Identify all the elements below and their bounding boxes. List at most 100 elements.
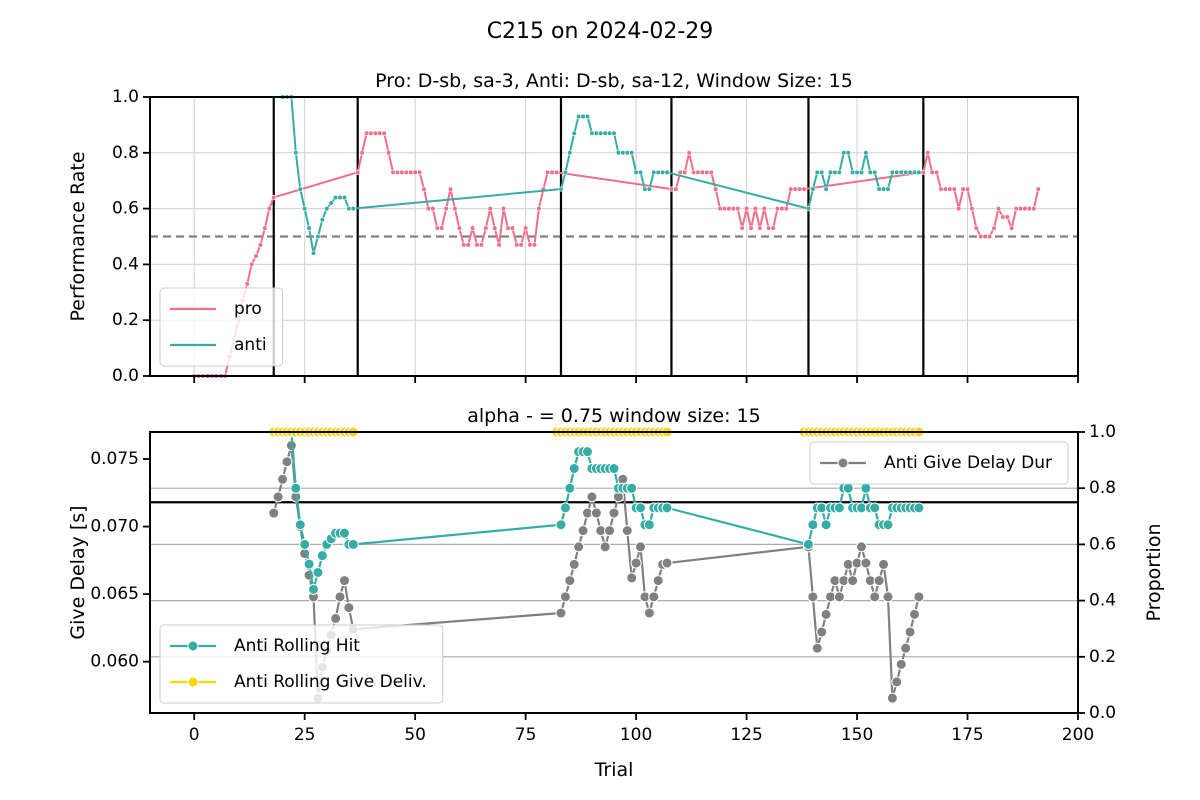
data-point: [686, 150, 692, 156]
data-point: [792, 186, 798, 192]
data-point: [483, 225, 489, 231]
axes-frame: [149, 431, 1079, 714]
data-point: [421, 186, 427, 192]
data-point: [333, 194, 339, 201]
data-point: [621, 525, 633, 537]
data-point: [593, 130, 599, 136]
y-axis-label: Performance Rate: [67, 151, 89, 321]
data-point: [381, 130, 387, 136]
data-point: [721, 206, 728, 212]
data-point: [991, 225, 997, 231]
data-point: [545, 169, 551, 175]
data-point: [586, 491, 598, 503]
data-point: [620, 150, 626, 156]
data-point: [584, 113, 591, 120]
data-point: [359, 150, 365, 156]
data-point: [973, 225, 979, 231]
data-point: [833, 591, 845, 603]
data-point: [1035, 186, 1041, 192]
data-point: [682, 169, 688, 175]
data-point: [430, 206, 436, 212]
data-point: [908, 608, 920, 620]
data-point: [895, 658, 907, 670]
data-point: [648, 591, 660, 603]
data-point: [337, 194, 343, 201]
data-point: [564, 482, 576, 494]
data-point: [802, 538, 814, 550]
data-point: [995, 206, 1002, 212]
data-point: [527, 242, 533, 248]
data-point: [330, 612, 342, 624]
data-point: [929, 169, 935, 175]
data-point: [886, 692, 898, 704]
data-point: [960, 186, 966, 192]
data-point: [244, 281, 250, 287]
data-point: [465, 242, 471, 248]
data-point: [836, 169, 842, 175]
data-point: [863, 150, 869, 156]
y2-axis-label: Proportion: [1143, 523, 1165, 621]
legend-box: [809, 441, 1069, 485]
data-point: [847, 575, 859, 587]
axes-title: alpha - = 0.75 window size: 15: [467, 405, 761, 427]
x-axis-label: Trial: [594, 759, 634, 781]
y-tick-label: 0.060: [90, 652, 139, 672]
data-point: [748, 225, 754, 231]
data-point: [811, 642, 823, 654]
y2-tick-label: 1.0: [1089, 422, 1116, 442]
data-point: [555, 607, 567, 619]
data-point: [1017, 206, 1024, 212]
data-point: [452, 206, 458, 212]
data-point: [456, 225, 462, 231]
data-point: [568, 463, 580, 475]
data-point: [673, 186, 679, 192]
data-point: [606, 130, 613, 136]
data-point: [346, 206, 352, 212]
data-point: [271, 194, 277, 201]
data-point: [743, 206, 750, 212]
data-point: [739, 225, 745, 231]
data-point: [297, 186, 303, 192]
legend-label: Anti Give Delay Dur: [884, 453, 1052, 473]
data-point: [347, 538, 359, 550]
data-point: [602, 130, 608, 136]
legend-marker: [187, 676, 199, 688]
data-point: [810, 186, 816, 192]
data-point: [882, 591, 894, 603]
x-tick-label: 75: [515, 725, 537, 745]
data-point: [581, 446, 593, 458]
y2-tick-label: 0.0: [1089, 703, 1116, 723]
data-point: [599, 541, 611, 553]
data-point: [788, 186, 794, 192]
data-point: [310, 250, 317, 256]
data-point: [562, 169, 568, 175]
data-point: [272, 491, 284, 503]
data-point: [898, 169, 904, 175]
data-point: [576, 113, 582, 120]
data-point: [518, 242, 524, 248]
data-point: [770, 225, 776, 231]
data-point: [850, 169, 856, 175]
data-point: [907, 169, 913, 175]
data-point: [253, 253, 259, 259]
data-point: [832, 169, 838, 175]
data-point: [894, 169, 900, 175]
axes-title: Pro: D-sb, sa-3, Anti: D-sb, sa-12, Wind…: [375, 70, 853, 92]
data-point: [299, 538, 311, 550]
y-tick-label: 0.075: [90, 449, 139, 469]
data-point: [439, 225, 445, 231]
legend: Anti Give Delay Dur: [809, 441, 1069, 485]
data-point: [819, 169, 825, 175]
data-point: [302, 206, 308, 212]
data-point: [807, 591, 819, 603]
data-point: [820, 608, 832, 620]
data-point: [408, 169, 414, 175]
data-point: [434, 225, 440, 231]
data-point: [629, 150, 635, 156]
data-point: [505, 225, 511, 231]
data-point: [690, 169, 697, 175]
x-tick-label: 50: [404, 725, 426, 745]
data-point: [553, 169, 560, 175]
legend: Anti Rolling Hit Anti Rolling Give Deliv.: [159, 624, 444, 704]
